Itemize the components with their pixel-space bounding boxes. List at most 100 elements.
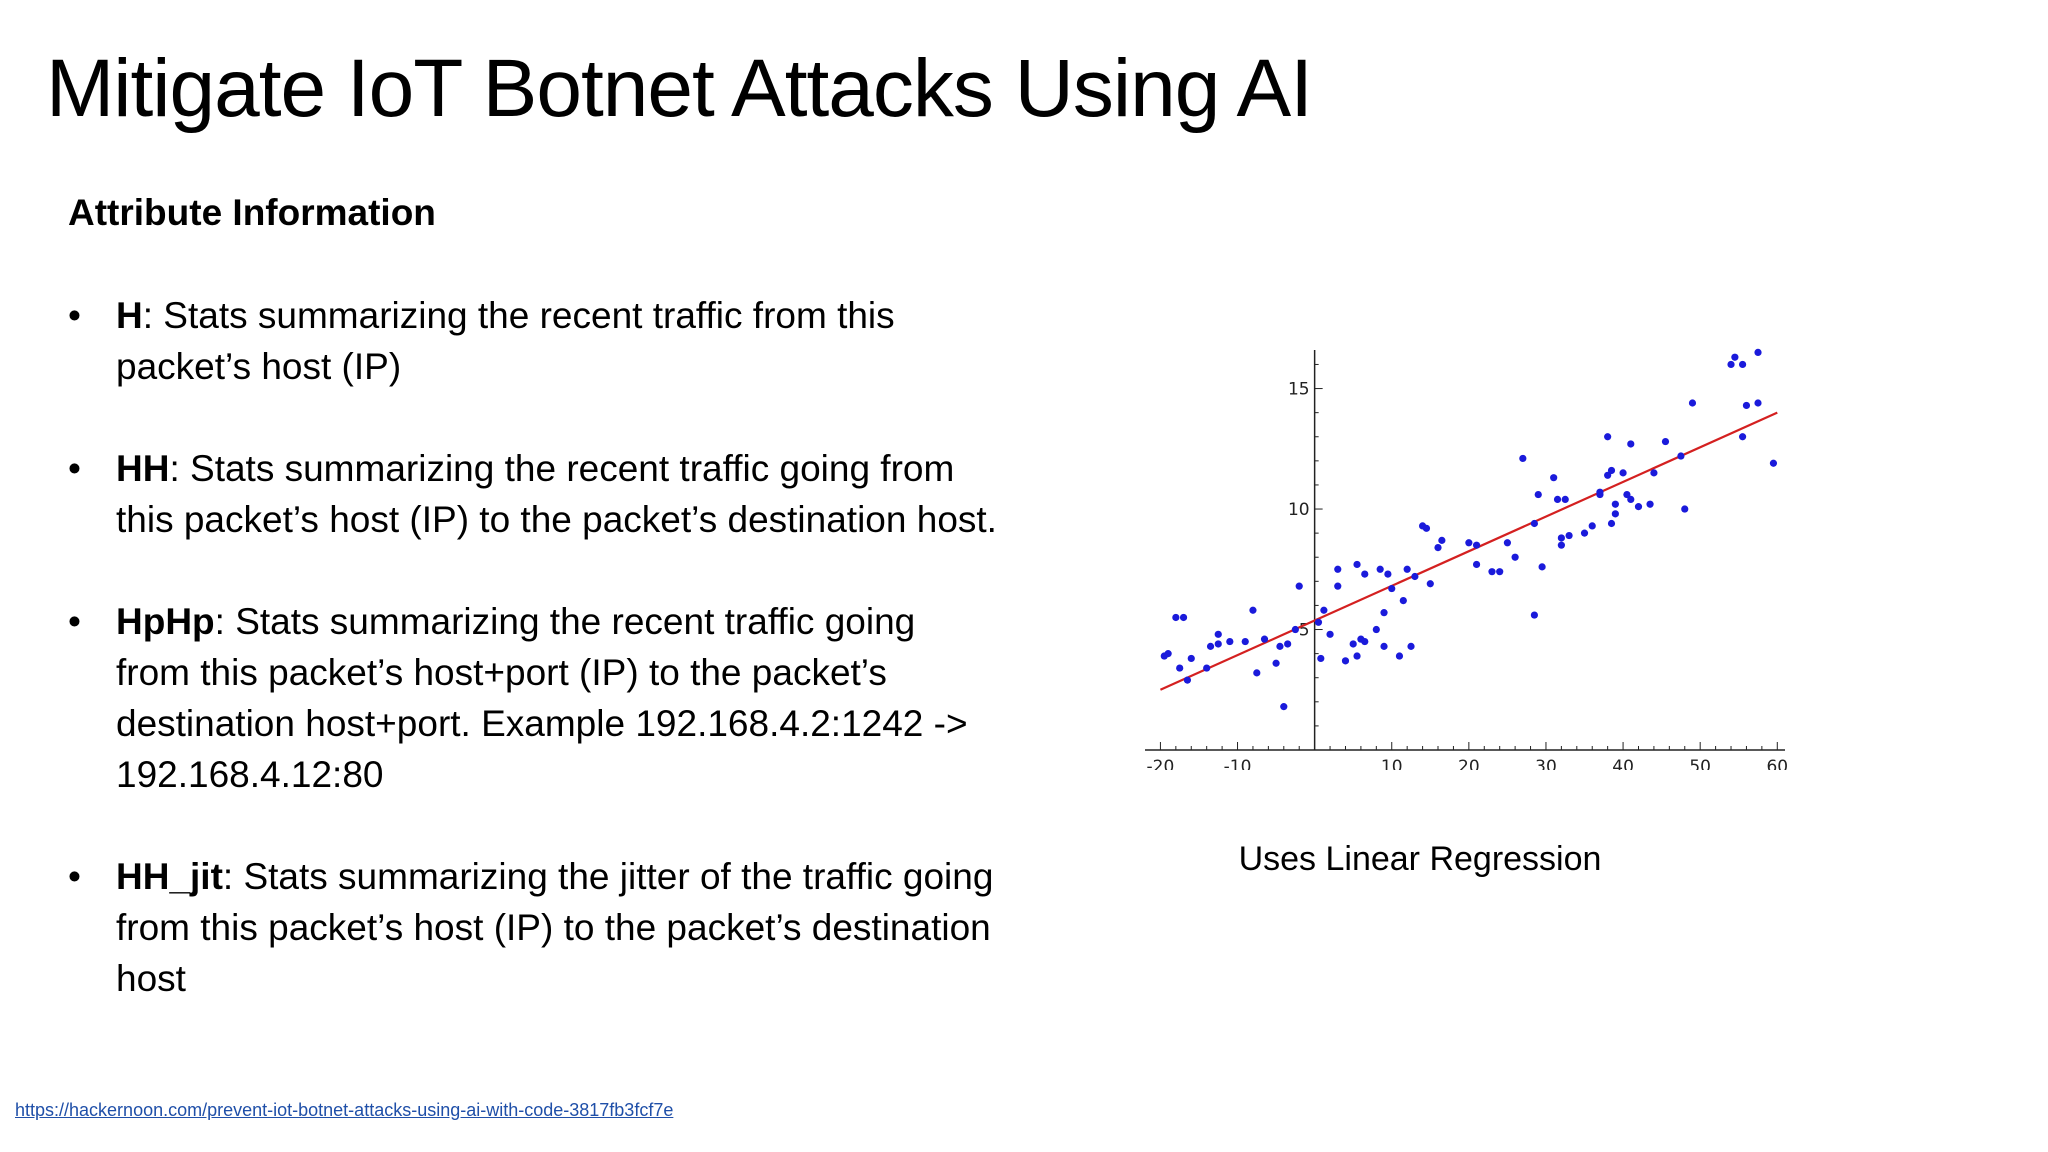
attribute-information-heading: Attribute Information: [68, 192, 436, 233]
attribute-term: HH_jit: [116, 856, 223, 897]
data-point: [1388, 584, 1396, 593]
data-point: [1384, 570, 1392, 578]
x-tick-label: 30: [1535, 757, 1557, 770]
data-point: [1376, 565, 1384, 573]
x-tick-label: 40: [1612, 757, 1634, 770]
regression-line: [1159, 411, 1778, 691]
data-point: [1681, 505, 1689, 513]
attribute-description: : Stats summarizing the recent traffic g…: [116, 601, 968, 795]
data-point: [1361, 637, 1369, 646]
data-point: [1280, 703, 1288, 711]
data-point: [1488, 568, 1496, 576]
data-point: [1530, 611, 1538, 619]
attribute-description: : Stats summarizing the recent traffic f…: [116, 295, 895, 387]
data-point: [1334, 582, 1342, 590]
y-tick-label: 10: [1288, 500, 1310, 520]
data-point: [1754, 399, 1762, 407]
data-point: [1372, 625, 1380, 634]
attribute-term: H: [116, 295, 143, 336]
data-point: [1411, 572, 1419, 581]
data-point: [1284, 640, 1292, 648]
attribute-description: : Stats summarizing the recent traffic g…: [116, 448, 997, 540]
data-point: [1627, 440, 1635, 448]
data-point: [1727, 360, 1735, 369]
data-point: [1380, 642, 1388, 650]
data-point: [1317, 654, 1325, 663]
data-point: [1183, 676, 1192, 684]
data-point: [1580, 529, 1589, 537]
data-point: [1314, 618, 1323, 626]
data-point: [1565, 531, 1573, 540]
data-point: [1503, 539, 1512, 547]
data-point: [1349, 640, 1357, 648]
x-tick-label: -10: [1224, 757, 1252, 770]
data-point: [1361, 570, 1369, 578]
data-point: [1249, 606, 1257, 614]
data-point: [1650, 469, 1658, 477]
data-point: [1465, 539, 1473, 547]
data-point: [1519, 454, 1527, 463]
data-point: [1320, 606, 1328, 614]
data-point: [1627, 495, 1635, 503]
data-point: [1176, 664, 1184, 672]
data-point: [1203, 664, 1211, 672]
attribute-item-hphp: • HpHp: Stats summarizing the recent tra…: [68, 596, 998, 800]
data-point: [1496, 568, 1504, 576]
data-point: [1214, 640, 1222, 648]
data-point: [1742, 401, 1751, 410]
data-point: [1550, 474, 1558, 482]
data-point: [1623, 490, 1631, 499]
data-point: [1677, 452, 1685, 460]
data-point: [1553, 495, 1562, 503]
data-point: [1511, 553, 1519, 561]
data-point: [1738, 360, 1747, 369]
data-point: [1395, 652, 1404, 660]
source-link[interactable]: https://hackernoon.com/prevent-iot-botne…: [15, 1100, 674, 1120]
data-point: [1226, 637, 1234, 646]
x-tick-label: 20: [1458, 757, 1480, 770]
attribute-item-hh-jit: • HH_jit: Stats summarizing the jitter o…: [68, 851, 998, 1004]
data-point: [1557, 541, 1565, 549]
data-point: [1688, 399, 1697, 407]
data-point: [1380, 609, 1388, 617]
data-point: [1422, 524, 1431, 532]
data-point: [1276, 642, 1284, 650]
data-point: [1634, 503, 1643, 511]
bullet-icon: •: [68, 295, 81, 336]
data-point: [1611, 510, 1619, 518]
data-point: [1438, 536, 1446, 544]
data-point: [1472, 541, 1481, 549]
data-point: [1403, 565, 1411, 573]
bullet-icon: •: [68, 856, 81, 897]
linear-regression-scatter-chart: -20 -10 10 20 30 40 50 60 5 10 15: [1145, 348, 1788, 770]
data-point: [1206, 642, 1215, 650]
data-point: [1661, 437, 1670, 446]
attribute-description: : Stats summarizing the jitter of the tr…: [116, 856, 994, 999]
data-point: [1426, 580, 1434, 588]
data-point: [1530, 519, 1538, 528]
attribute-list: • H: Stats summarizing the recent traffi…: [68, 290, 998, 1004]
data-point: [1588, 522, 1596, 530]
x-tick-label: 50: [1689, 757, 1711, 770]
data-point: [1399, 597, 1407, 605]
data-point: [1619, 469, 1627, 477]
bullet-icon: •: [68, 601, 81, 642]
data-point: [1434, 543, 1442, 552]
data-point: [1214, 630, 1222, 638]
data-point: [1538, 563, 1546, 571]
data-point: [1604, 433, 1612, 441]
attribute-item-h: • H: Stats summarizing the recent traffi…: [68, 290, 998, 392]
x-tick-label: 10: [1381, 757, 1403, 770]
data-point: [1295, 582, 1303, 590]
data-point: [1172, 613, 1180, 622]
x-tick-label: 60: [1766, 757, 1788, 770]
data-point: [1164, 650, 1172, 658]
attribute-term: HH: [116, 448, 170, 489]
data-point: [1326, 630, 1334, 638]
data-point: [1272, 659, 1280, 667]
data-point: [1769, 459, 1778, 467]
data-point: [1611, 500, 1619, 508]
data-point: [1607, 519, 1616, 528]
data-point: [1260, 635, 1269, 643]
data-point: [1738, 433, 1747, 441]
